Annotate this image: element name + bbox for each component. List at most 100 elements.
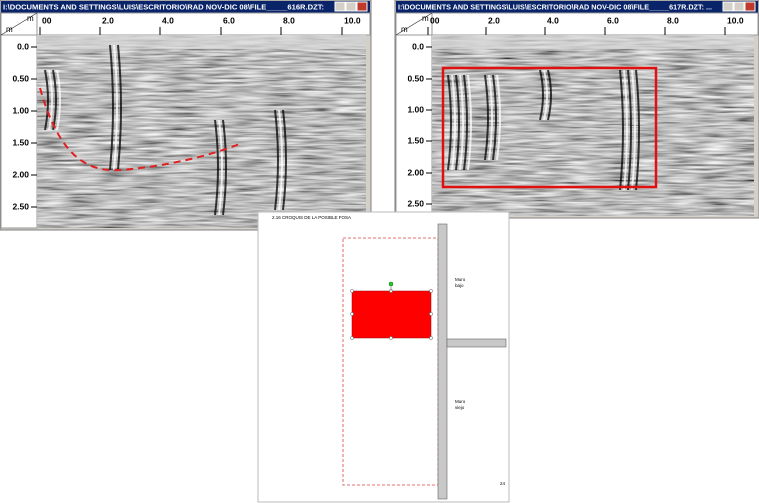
x-unit: m (27, 14, 34, 23)
reflection (488, 74, 493, 161)
reflection (113, 44, 118, 171)
reflection (48, 69, 53, 131)
reflection (467, 74, 472, 171)
wall-label: bajo (455, 283, 464, 288)
reflection (484, 74, 489, 161)
reflection (623, 69, 628, 191)
x-tick-label: 00 (430, 15, 440, 25)
y-tick-label: 0.50 (12, 73, 29, 83)
x-tick-label: 2.0 (102, 15, 114, 25)
corner-diagonal (0, 12, 38, 36)
window-button[interactable] (345, 1, 357, 12)
reflection (109, 44, 114, 171)
direct-wave-band (37, 35, 366, 49)
radargram (37, 35, 366, 228)
reflection (218, 119, 223, 216)
y-tick-label: 1.00 (407, 104, 424, 114)
reflection (631, 69, 636, 191)
reflection (459, 74, 464, 171)
window-button[interactable] (722, 1, 734, 12)
x-tick-label: 4.0 (162, 15, 174, 25)
window-title: I:\DOCUMENTS AND SETTINGS\LUIS\ESCRITORI… (398, 2, 712, 11)
reflection (451, 74, 456, 171)
direct-wave-band (432, 35, 754, 49)
x-tick-label: 00 (42, 15, 52, 25)
rotate-handle (388, 281, 394, 287)
pit-outline (39, 87, 243, 172)
selection-handle (429, 289, 433, 293)
x-tick-label: 4.0 (547, 15, 559, 25)
selection-handle (350, 336, 354, 340)
wall-branch (446, 338, 507, 348)
reflection (627, 69, 632, 191)
pit-area (342, 237, 439, 486)
window-button[interactable] (744, 1, 756, 12)
reflection (547, 69, 552, 121)
y-tick-label: 2.00 (407, 167, 424, 177)
y-unit: m (401, 25, 408, 34)
page-number: 24 (500, 481, 506, 486)
y-tick-label: 2.00 (12, 169, 29, 179)
y-tick-label: 0.50 (407, 73, 424, 83)
reflection (447, 74, 452, 171)
title-bar (396, 1, 758, 13)
selection-handle (429, 312, 433, 316)
reflection (539, 69, 544, 121)
reflection (56, 69, 61, 131)
x-tick-label: 6.0 (223, 15, 235, 25)
wall (437, 223, 448, 500)
reflection (463, 74, 468, 171)
y-tick-label: 2.50 (407, 198, 424, 208)
radargram (432, 35, 754, 216)
x-ruler (36, 12, 371, 36)
y-unit: m (6, 25, 13, 34)
x-tick-label: 8.0 (283, 15, 295, 25)
reflection (496, 74, 501, 161)
reflection (222, 119, 227, 216)
page (257, 211, 510, 503)
reflection (214, 119, 219, 216)
x-tick-label: 8.0 (667, 15, 679, 25)
title-bar (1, 1, 370, 13)
selection-handle (350, 289, 354, 293)
y-tick-label: 1.50 (407, 135, 424, 145)
reflection (492, 74, 497, 161)
x-tick-label: 6.0 (607, 15, 619, 25)
reflection (543, 69, 548, 121)
window-button[interactable] (334, 1, 346, 12)
window-button[interactable] (733, 1, 745, 12)
selection-handle (389, 336, 393, 340)
reflection (274, 109, 279, 211)
reflection (117, 44, 122, 171)
x-unit: m (422, 14, 429, 23)
reflection (455, 74, 460, 171)
x-ruler (431, 12, 759, 36)
reflection (635, 69, 640, 191)
y-tick-label: 0.0 (17, 41, 29, 51)
y-tick-label: 1.00 (12, 105, 29, 115)
reflection (282, 109, 287, 211)
window-title: I:\DOCUMENTS AND SETTINGS\LUIS\ESCRITORI… (3, 2, 324, 11)
selection-handle (429, 336, 433, 340)
pit-box (441, 66, 658, 189)
reflection (44, 69, 49, 131)
y-tick-label: 1.50 (12, 137, 29, 147)
reflection (278, 109, 283, 211)
page-title: 2.16 CROQUIS DE LA POSIBLE FOSA (272, 215, 351, 220)
window-button[interactable] (356, 1, 368, 12)
wall-label: viejo (455, 405, 465, 410)
x-tick-label: 10.0 (344, 15, 361, 25)
y-tick-label: 2.50 (12, 201, 29, 211)
x-tick-label: 2.0 (488, 15, 500, 25)
reflection (619, 69, 624, 191)
wall-label: Muro (455, 277, 466, 282)
wall-label: Muro (455, 399, 466, 404)
selection-handle (350, 312, 354, 316)
pit (351, 290, 432, 339)
y-ruler (0, 34, 38, 229)
corner-diagonal (395, 12, 433, 36)
x-tick-label: 10.0 (727, 15, 744, 25)
y-ruler (395, 34, 433, 217)
y-tick-label: 0.0 (412, 41, 424, 51)
